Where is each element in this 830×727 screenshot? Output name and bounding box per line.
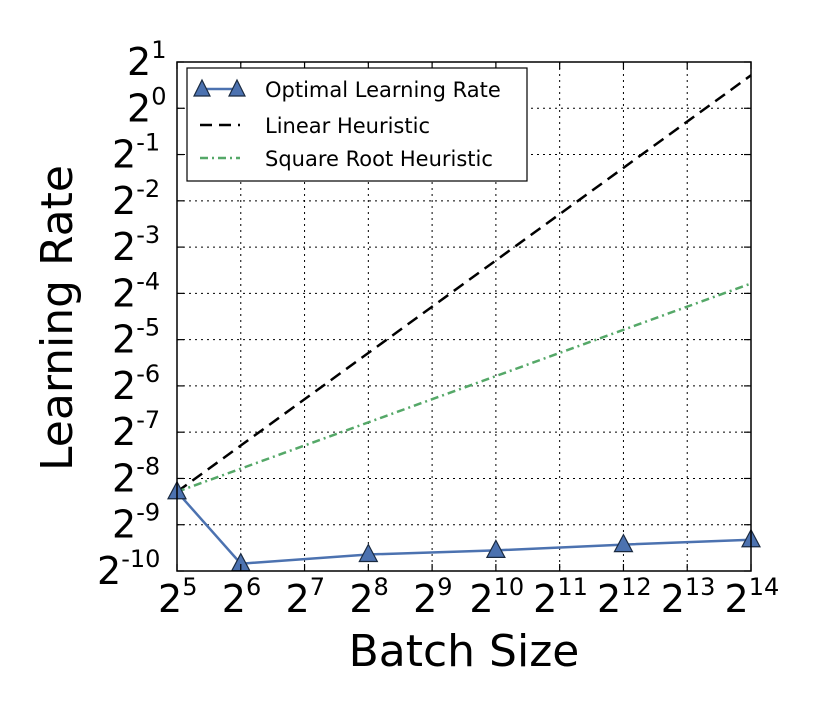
y-tick-label: 2-8	[112, 452, 160, 500]
plot-frame	[176, 61, 752, 572]
series-marker-0	[613, 533, 634, 553]
y-tick-label: 2-6	[112, 360, 160, 408]
y-tick-label: 2-4	[112, 267, 160, 315]
y-tick-label: 2-5	[112, 314, 160, 362]
x-tick-label: 213	[661, 573, 716, 621]
legend-item-sqrt: Square Root Heuristic	[200, 147, 493, 171]
x-axis-ticks: 25 26 27 28 29 210 211 212 213 214	[158, 62, 779, 621]
x-axis-title: Batch Size	[349, 626, 580, 677]
y-axis-title: Learning Rate	[32, 165, 83, 471]
series-line-0	[176, 490, 752, 565]
legend-label-linear: Linear Heuristic	[265, 114, 430, 138]
y-tick-label: 2-10	[97, 545, 160, 593]
y-tick-label: 2-1	[112, 129, 160, 177]
series-marker-0	[358, 543, 379, 563]
x-tick-label: 212	[597, 573, 652, 621]
y-tick-label: 21	[127, 36, 166, 84]
legend-swatch-optimal-marker-2	[228, 78, 246, 97]
x-tick-label: 26	[222, 573, 261, 621]
legend-item-linear: Linear Heuristic	[200, 114, 430, 138]
legend-box	[186, 67, 528, 182]
y-tick-label: 2-3	[112, 221, 160, 269]
y-tick-label: 2-2	[112, 175, 160, 223]
x-tick-label: 29	[413, 573, 452, 621]
x-tick-label: 214	[725, 573, 780, 621]
y-tick-label: 20	[127, 82, 166, 130]
x-tick-label: 27	[286, 573, 325, 621]
legend-label-optimal: Optimal Learning Rate	[265, 78, 501, 102]
x-tick-label: 28	[349, 573, 388, 621]
y-tick-label: 2-9	[112, 499, 160, 547]
x-tick-label: 25	[158, 573, 197, 621]
series-marker-0	[485, 539, 506, 558]
series-line-2	[176, 282, 752, 493]
legend-label-sqrt: Square Root Heuristic	[265, 147, 493, 171]
y-tick-label: 2-7	[112, 406, 160, 454]
legend: Optimal Learning Rate Linear Heuristic S…	[186, 67, 528, 182]
x-tick-label: 210	[469, 573, 524, 621]
legend-swatch-optimal-marker-1	[193, 78, 211, 97]
series-line-1	[176, 74, 752, 493]
x-tick-label: 211	[533, 573, 588, 621]
legend-item-optimal: Optimal Learning Rate	[193, 78, 501, 102]
